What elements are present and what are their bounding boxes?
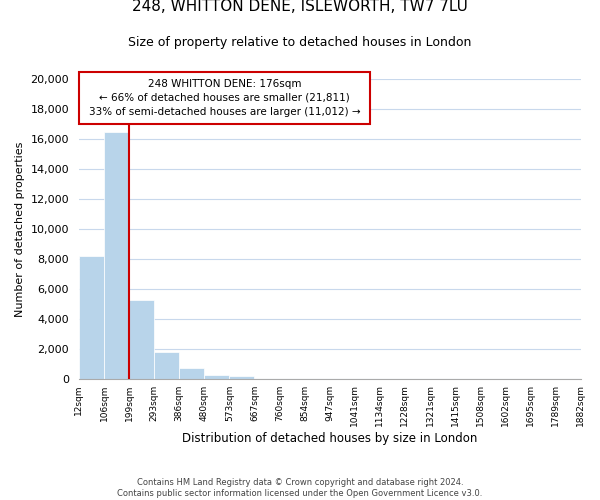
X-axis label: Distribution of detached houses by size in London: Distribution of detached houses by size … [182,432,478,445]
Text: 248, WHITTON DENE, ISLEWORTH, TW7 7LU: 248, WHITTON DENE, ISLEWORTH, TW7 7LU [132,0,468,14]
Bar [179,368,205,380]
Bar [205,376,229,380]
Text: Size of property relative to detached houses in London: Size of property relative to detached ho… [128,36,472,49]
Bar [129,300,154,380]
Bar [104,132,129,380]
Text: 248 WHITTON DENE: 176sqm
← 66% of detached houses are smaller (21,811)
33% of se: 248 WHITTON DENE: 176sqm ← 66% of detach… [89,79,360,117]
Y-axis label: Number of detached properties: Number of detached properties [15,142,25,317]
Bar [79,256,104,380]
Bar [229,376,254,380]
Bar [154,352,179,380]
Text: Contains HM Land Registry data © Crown copyright and database right 2024.
Contai: Contains HM Land Registry data © Crown c… [118,478,482,498]
